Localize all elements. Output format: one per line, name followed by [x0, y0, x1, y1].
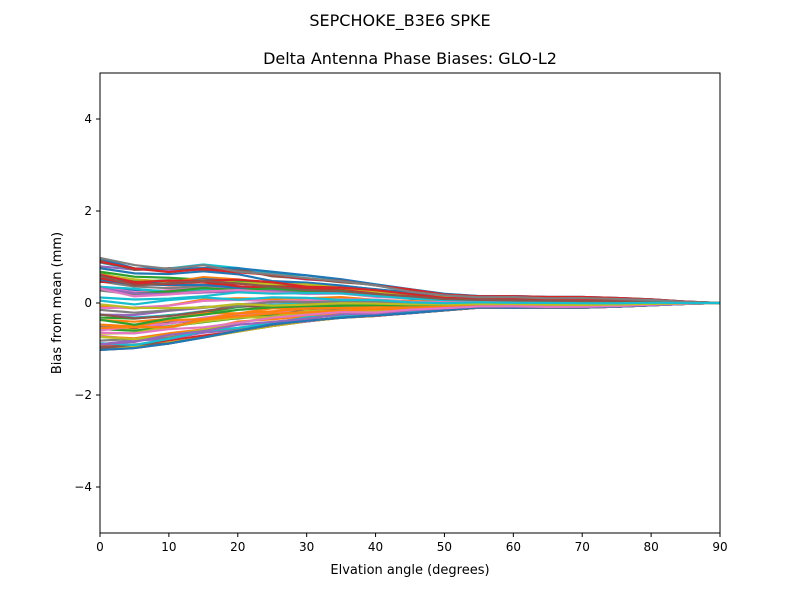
svg-text:40: 40 — [368, 540, 383, 554]
svg-text:50: 50 — [437, 540, 452, 554]
y-axis-label: Bias from mean (mm) — [50, 232, 65, 374]
svg-text:−4: −4 — [74, 480, 92, 494]
y-axis-ticks: −4 −2 0 2 4 — [74, 112, 100, 494]
svg-text:10: 10 — [161, 540, 176, 554]
chart-suptitle: SEPCHOKE_B3E6 SPKE — [309, 11, 490, 31]
svg-text:70: 70 — [575, 540, 590, 554]
svg-text:0: 0 — [96, 540, 104, 554]
x-axis-label: Elvation angle (degrees) — [330, 563, 489, 578]
svg-text:0: 0 — [84, 296, 92, 310]
svg-text:4: 4 — [84, 112, 92, 126]
svg-text:90: 90 — [712, 540, 727, 554]
svg-text:2: 2 — [84, 204, 92, 218]
x-axis-ticks: 0 10 20 30 40 50 60 70 80 90 — [96, 533, 728, 554]
svg-text:80: 80 — [643, 540, 658, 554]
svg-text:60: 60 — [506, 540, 521, 554]
chart-title: Delta Antenna Phase Biases: GLO-L2 — [263, 49, 557, 68]
svg-text:30: 30 — [299, 540, 314, 554]
svg-text:20: 20 — [230, 540, 245, 554]
svg-text:−2: −2 — [74, 388, 92, 402]
data-lines — [100, 256, 720, 352]
